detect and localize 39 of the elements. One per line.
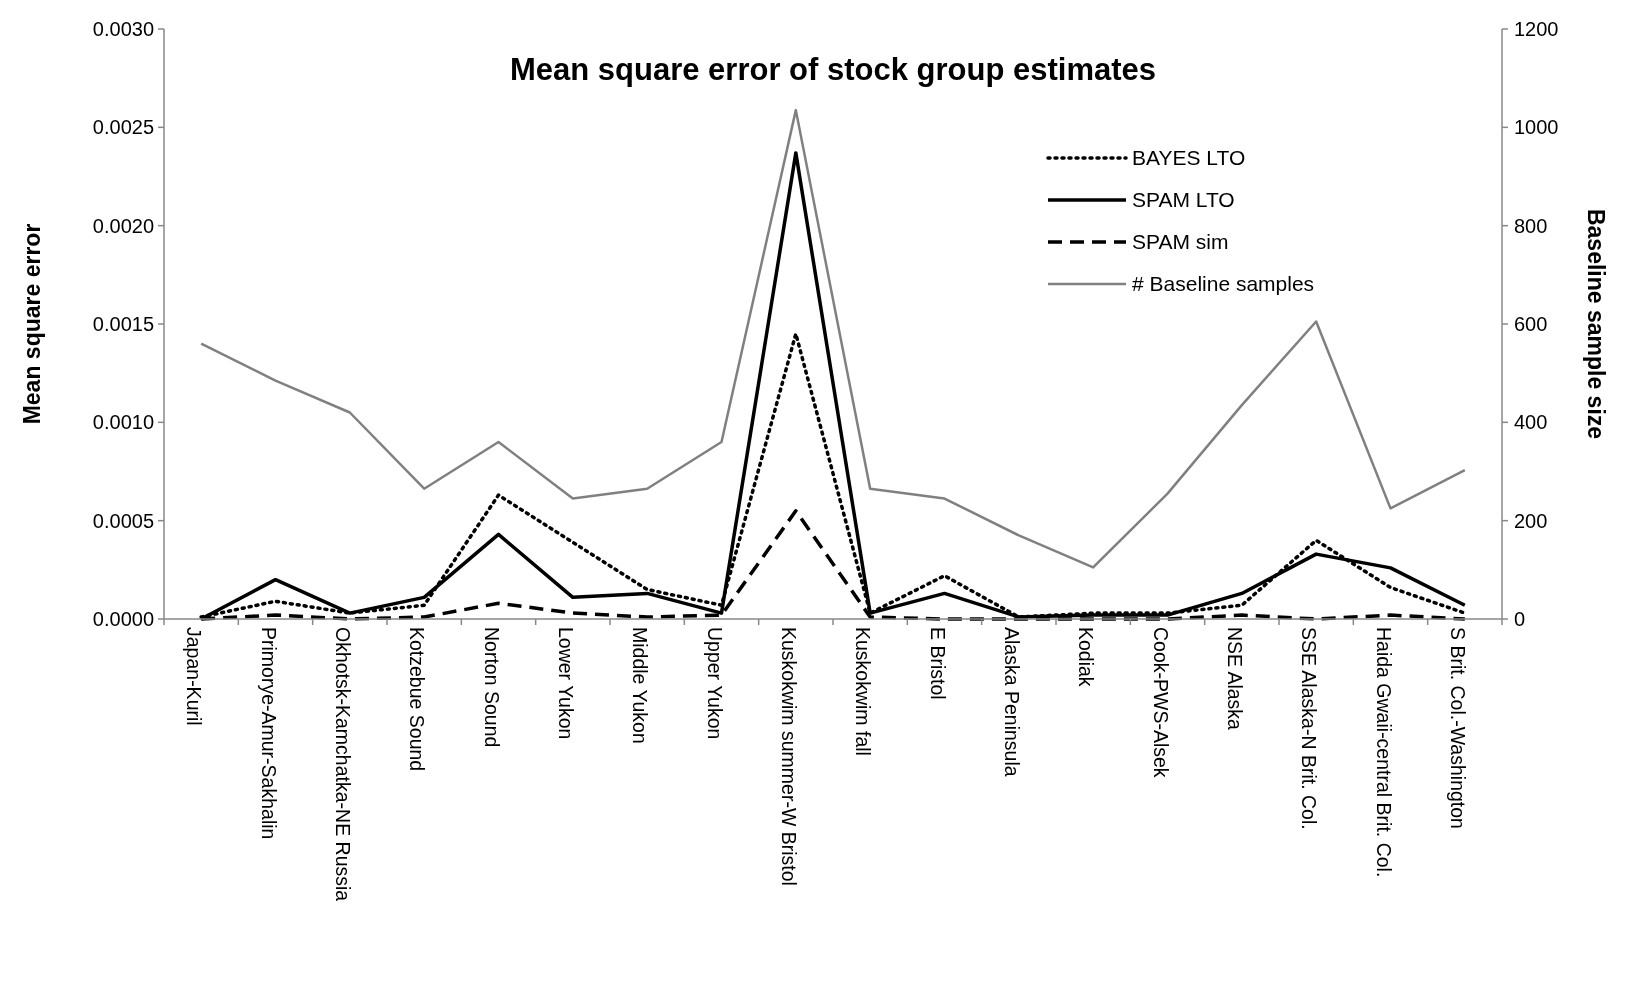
legend-label: SPAM sim <box>1132 230 1229 254</box>
y2-tick-label: 200 <box>1514 509 1548 532</box>
y2-tick-label: 1000 <box>1514 116 1559 139</box>
x-tick-label: SSE Alaska-N Brit. Col. <box>1298 627 1321 830</box>
legend-label: # Baseline samples <box>1132 272 1315 296</box>
x-tick-label: Alaska Peninsula <box>1001 627 1024 777</box>
x-tick-label: NSE Alaska <box>1224 627 1247 731</box>
y2-tick-label: 1200 <box>1514 18 1559 40</box>
y-tick-label: 0.0000 <box>92 608 154 630</box>
y-tick-label: 0.0015 <box>92 313 154 335</box>
x-tick-label: Primorye-Amur-Sakhalin <box>257 627 280 840</box>
x-tick-label: Kotzebue Sound <box>406 627 429 772</box>
x-tick-label: S Brit. Col.-Washington <box>1447 627 1470 829</box>
x-tick-label: Kodiak <box>1075 627 1098 687</box>
y-tick-label: 0.0030 <box>92 18 154 40</box>
y-tick-label: 0.0010 <box>92 411 154 434</box>
legend-label: SPAM LTO <box>1132 188 1235 212</box>
x-tick-label: Upper Yukon <box>703 627 726 740</box>
x-tick-label: Middle Yukon <box>629 627 652 744</box>
x-tick-label: Okhotsk-Kamchatka-NE Russia <box>332 627 355 902</box>
x-tick-label: Haida Gwaii-central Brit. Col. <box>1372 627 1395 878</box>
x-tick-label: E Bristol <box>926 627 949 700</box>
y-axis-title: Mean square error <box>19 223 45 425</box>
y2-axis-title: Baseline sample size <box>1583 208 1609 440</box>
x-tick-label: Kuskokwim fall <box>852 627 875 756</box>
x-tick-label: Kuskokwim summer-W Bristol <box>778 627 801 886</box>
y-tick-label: 0.0025 <box>92 116 154 139</box>
legend-label: BAYES LTO <box>1132 146 1246 170</box>
x-tick-label: Lower Yukon <box>555 627 578 740</box>
x-tick-label: Cook-PWS-Alsek <box>1149 627 1172 778</box>
y2-tick-label: 0 <box>1514 608 1526 630</box>
x-tick-label: Norton Sound <box>480 627 503 748</box>
y2-tick-label: 400 <box>1514 411 1548 434</box>
y2-tick-label: 800 <box>1514 214 1548 237</box>
y2-tick-label: 600 <box>1514 313 1548 335</box>
text: Mean square error of stock group estimates <box>509 52 1157 87</box>
y-tick-label: 0.0020 <box>92 214 154 237</box>
y-tick-label: 0.0005 <box>92 509 154 532</box>
x-tick-label: Japan-Kuril <box>183 627 206 726</box>
